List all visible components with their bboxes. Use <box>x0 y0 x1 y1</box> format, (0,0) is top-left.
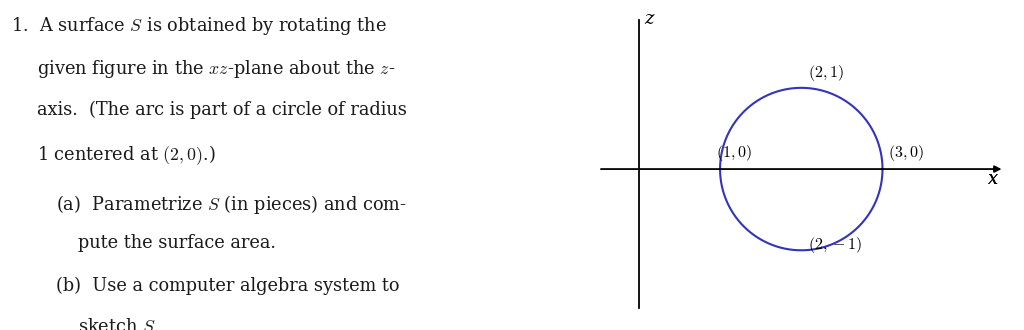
Text: z: z <box>644 10 653 28</box>
Text: 1.  A surface $S$ is obtained by rotating the: 1. A surface $S$ is obtained by rotating… <box>10 15 386 37</box>
Text: 1 centered at $(2, 0)$.): 1 centered at $(2, 0)$.) <box>37 144 216 167</box>
Text: $(3,0)$: $(3,0)$ <box>888 143 925 163</box>
Text: axis.  (The arc is part of a circle of radius: axis. (The arc is part of a circle of ra… <box>37 101 407 119</box>
Text: given figure in the $xz$-plane about the $z$-: given figure in the $xz$-plane about the… <box>37 58 395 80</box>
Text: sketch $S$.: sketch $S$. <box>78 318 160 330</box>
Text: x: x <box>988 170 998 188</box>
Text: x: x <box>988 170 998 188</box>
Text: $(2,-1)$: $(2,-1)$ <box>808 235 862 255</box>
Text: pute the surface area.: pute the surface area. <box>78 234 276 252</box>
Text: $(1,0)$: $(1,0)$ <box>716 143 752 163</box>
Text: (b)  Use a computer algebra system to: (b) Use a computer algebra system to <box>56 277 399 295</box>
Text: (a)  Parametrize $S$ (in pieces) and com-: (a) Parametrize $S$ (in pieces) and com- <box>56 193 407 216</box>
Text: $(2,1)$: $(2,1)$ <box>808 63 844 83</box>
